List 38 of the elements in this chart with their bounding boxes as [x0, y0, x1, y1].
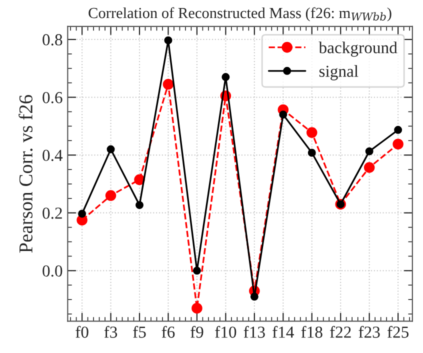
point	[192, 302, 202, 314]
point	[78, 210, 86, 218]
x-tick-label: f13	[244, 326, 265, 338]
point	[392, 138, 404, 150]
y-tick-label: 0.0	[42, 265, 62, 277]
point	[106, 145, 115, 154]
point	[192, 266, 201, 275]
x-tick-label: f9	[190, 326, 204, 338]
point	[250, 292, 258, 301]
point	[105, 190, 116, 201]
point	[364, 162, 375, 173]
point	[306, 127, 318, 138]
x-tick-label: f6	[162, 326, 175, 338]
x-tick-label: f3	[104, 326, 118, 338]
y-tick-label: 0.2	[42, 208, 62, 219]
x-tick-label: f10	[215, 326, 236, 338]
point	[279, 110, 288, 119]
point	[164, 36, 172, 44]
y-tick-label: 0.6	[42, 92, 62, 104]
x-tick-label: f23	[358, 326, 380, 338]
y-axis-title: Pearson Corr. vs f26	[18, 95, 33, 253]
x-tick-label: f18	[301, 326, 322, 338]
y-tick-label: 0.4	[42, 150, 63, 162]
x-tick-label: f14	[272, 326, 294, 338]
y-tick-label: 0.8	[42, 34, 62, 46]
x-tick-label: f22	[330, 326, 351, 338]
legend-label: background	[318, 42, 398, 57]
point	[308, 148, 316, 157]
x-tick-label: f5	[133, 326, 146, 338]
point	[365, 147, 374, 156]
x-tick-label: f0	[76, 326, 88, 338]
legend-label: signal	[319, 65, 358, 80]
x-tick-label: f25	[387, 326, 409, 338]
point	[394, 126, 402, 134]
point	[222, 73, 230, 82]
point	[162, 78, 174, 90]
chart-title: Correlation of Reconstructed Mass (f26: m$_{WWbb}$)	[88, 7, 392, 22]
point	[136, 201, 144, 210]
